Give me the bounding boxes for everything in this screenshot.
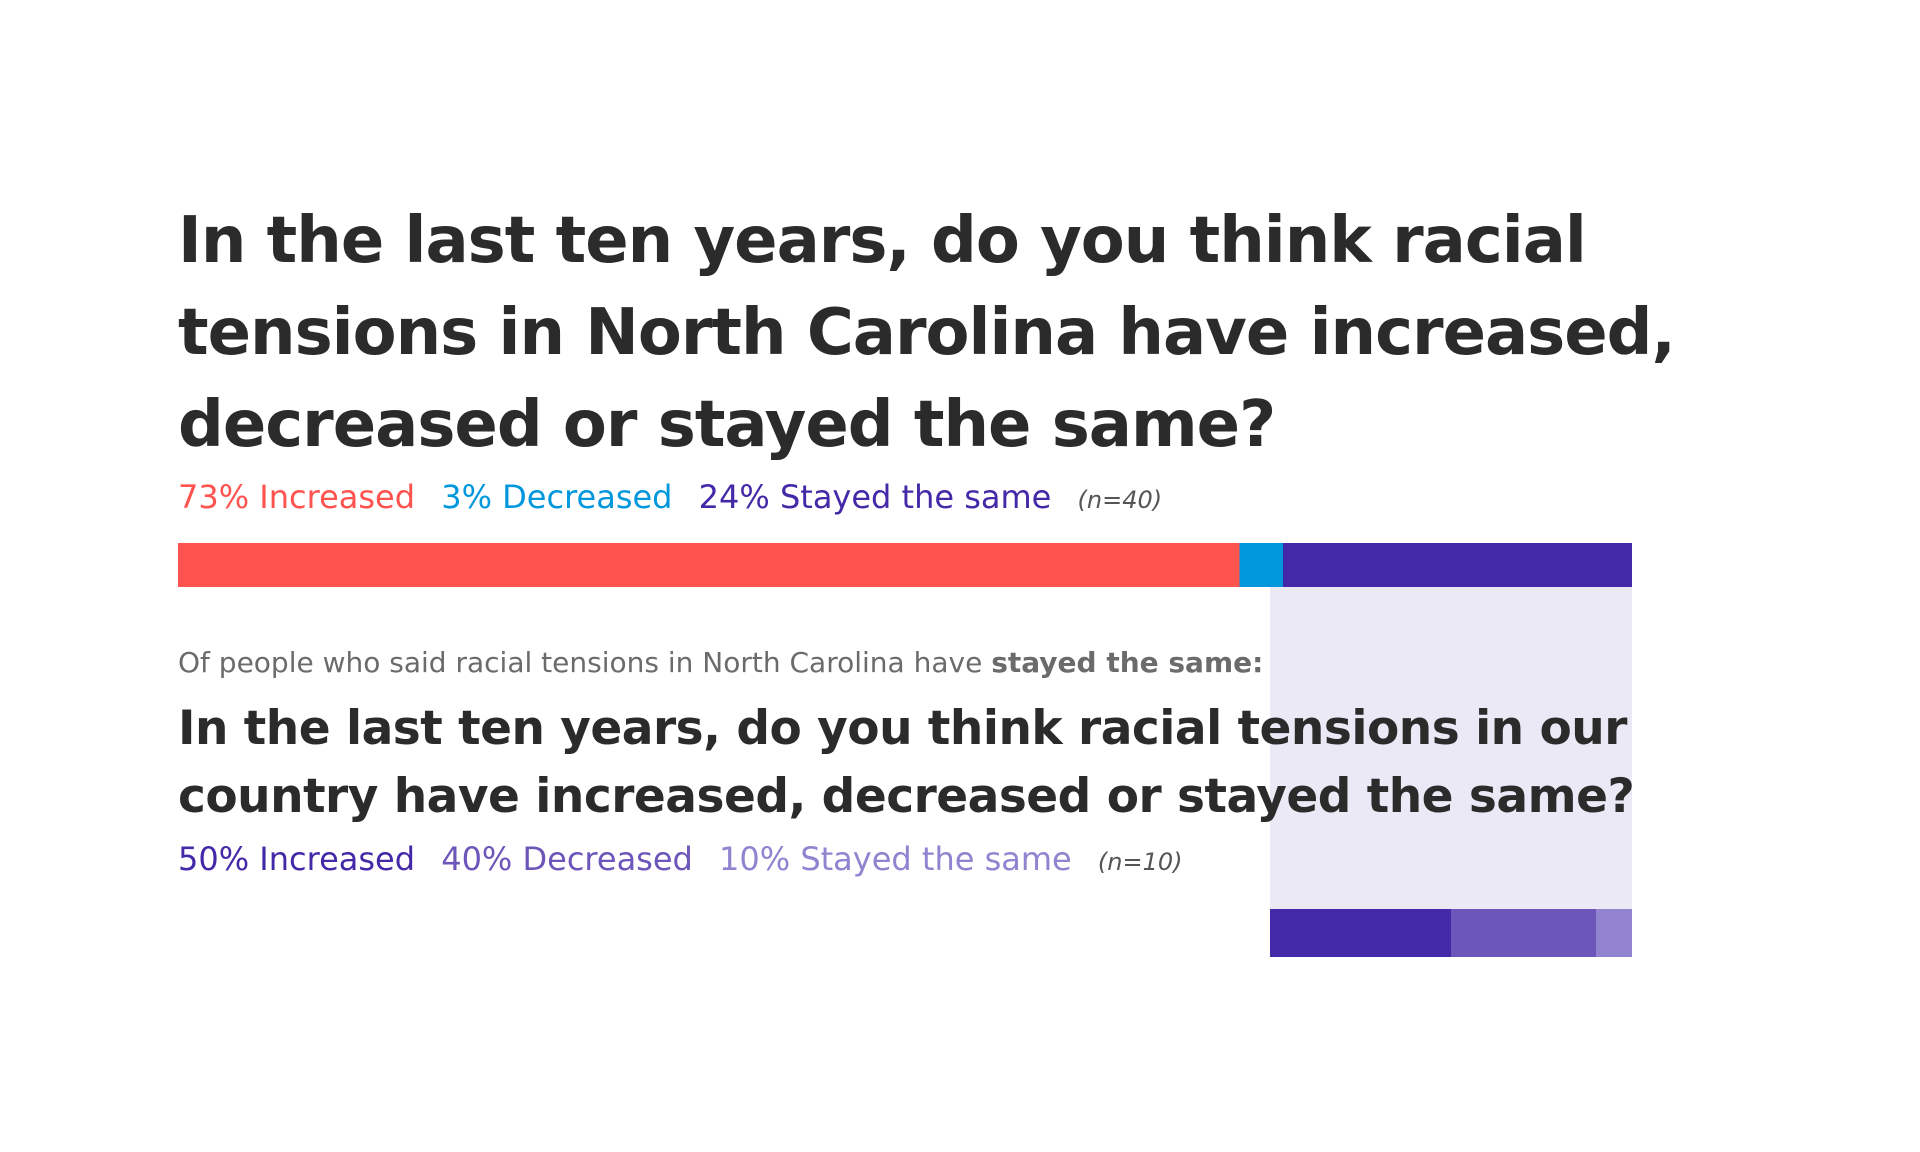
- chart1-segment-decreased: [1239, 543, 1284, 587]
- chart2-legend-increased: 50% Increased: [178, 840, 416, 878]
- chart1-sample-size: (n=40): [1077, 486, 1163, 514]
- filter-note-emphasis: stayed the same:: [991, 646, 1264, 679]
- chart2-segment-stayed-the-same: [1595, 909, 1632, 957]
- chart2-segment-decreased: [1451, 909, 1596, 957]
- chart1-segment-stayed-the-same: [1283, 543, 1632, 587]
- filter-note: Of people who said racial tensions in No…: [178, 646, 1263, 679]
- chart2-stacked-bar: [1270, 909, 1632, 957]
- chart2-title: In the last ten years, do you think raci…: [178, 701, 1635, 824]
- chart1-stacked-bar: [178, 543, 1632, 587]
- chart1-title: In the last ten years, do you think raci…: [178, 204, 1676, 462]
- breakdown-panel: [1270, 587, 1632, 909]
- chart1-legend-decreased: 3% Decreased: [441, 478, 673, 516]
- chart1-legend-same: 24% Stayed the same: [698, 478, 1052, 516]
- chart1-segment-increased: [178, 543, 1240, 587]
- chart2-segment-increased: [1270, 909, 1451, 957]
- chart2-legend-same: 10% Stayed the same: [719, 840, 1072, 878]
- chart2-legend: 50% Increased 40% Decreased 10% Stayed t…: [178, 840, 1198, 878]
- chart2-sample-size: (n=10): [1097, 848, 1183, 876]
- filter-note-prefix: Of people who said racial tensions in No…: [178, 646, 983, 679]
- chart2-legend-decreased: 40% Decreased: [441, 840, 693, 878]
- chart1-legend: 73% Increased 3% Decreased 24% Stayed th…: [178, 478, 1178, 516]
- chart1-legend-increased: 73% Increased: [178, 478, 416, 516]
